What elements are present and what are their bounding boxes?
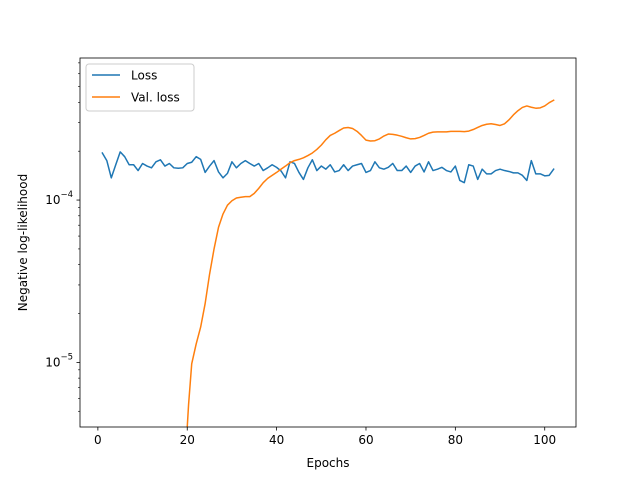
y-tick-label: 10−5 xyxy=(45,352,73,369)
x-tick-label: 20 xyxy=(180,433,195,447)
x-tick-label: 40 xyxy=(269,433,284,447)
series-line-val-loss xyxy=(186,99,555,427)
x-axis-ticks: 0 20 40 60 80 100 xyxy=(94,427,556,447)
y-tick-label: 10−4 xyxy=(45,190,73,207)
x-tick-label: 100 xyxy=(533,433,556,447)
legend: Loss Val. loss xyxy=(85,63,195,112)
plot-frame xyxy=(79,57,577,428)
x-axis-label: Epochs xyxy=(307,456,350,470)
x-tick-label: 80 xyxy=(448,433,463,447)
x-tick-label: 60 xyxy=(358,433,373,447)
series-layer xyxy=(101,99,555,427)
y-axis-label: Negative log-likelihood xyxy=(16,174,30,311)
series-line-loss xyxy=(101,151,555,184)
y-axis-ticks: 10−5 10−4 xyxy=(45,62,80,412)
legend-label-val-loss: Val. loss xyxy=(131,91,180,105)
legend-label-loss: Loss xyxy=(131,69,157,83)
x-tick-label: 0 xyxy=(94,433,102,447)
plot-background xyxy=(80,58,576,427)
